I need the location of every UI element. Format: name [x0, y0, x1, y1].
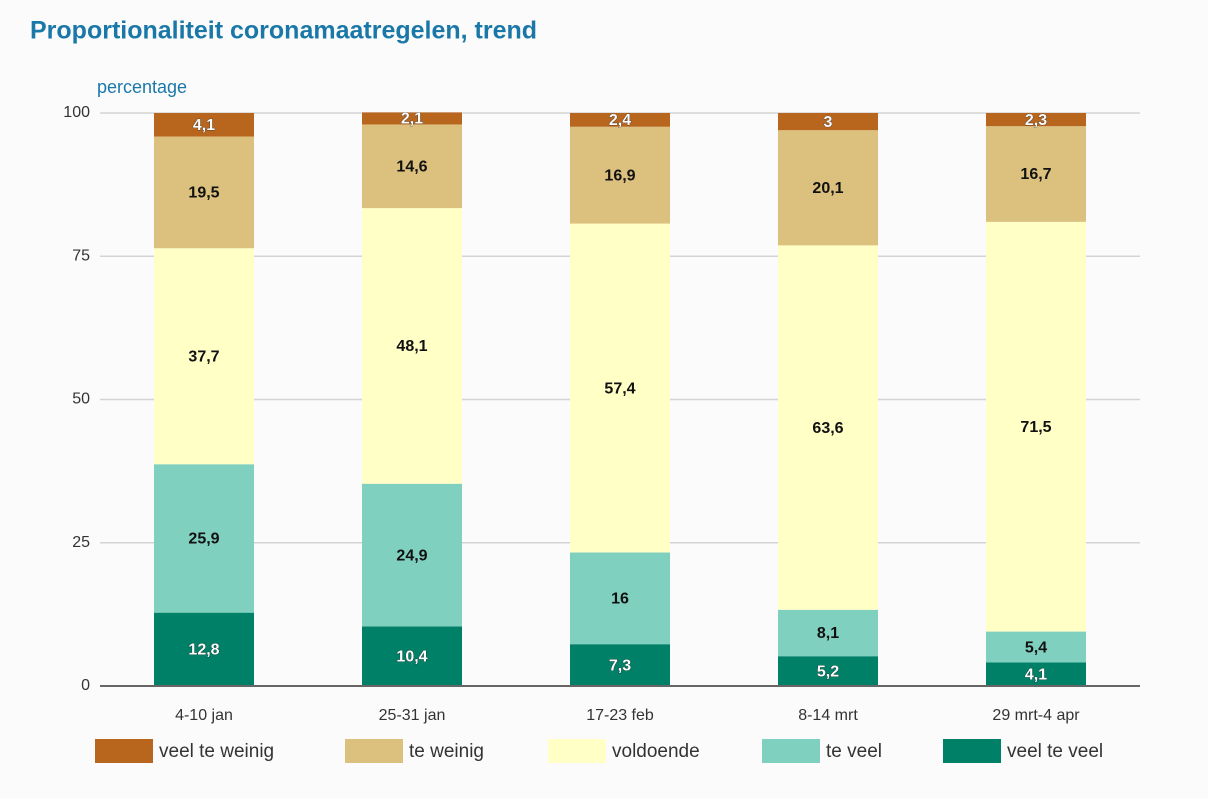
- legend-swatch: [345, 739, 403, 763]
- bar-segment: [778, 656, 878, 686]
- bar-segment: [778, 245, 878, 610]
- x-tick-label: 8-14 mrt: [798, 707, 858, 724]
- data-label: 16,9: [604, 167, 635, 184]
- bar-segment: [154, 464, 254, 613]
- x-tick-label: 17-23 feb: [586, 707, 654, 724]
- bar-segment: [362, 626, 462, 686]
- legend-swatch: [548, 739, 606, 763]
- data-label: 14,6: [396, 159, 427, 176]
- legend-label: veel te veel: [1007, 741, 1103, 762]
- bar-segment: [778, 609, 878, 657]
- y-axis-label: percentage: [97, 77, 187, 97]
- data-label: 5,2: [817, 663, 839, 680]
- bar-segment: [986, 662, 1086, 686]
- data-label: 25,9: [188, 531, 219, 548]
- data-label: 19,5: [188, 185, 219, 202]
- bar-segment: [570, 113, 670, 127]
- data-label: 37,7: [188, 348, 219, 365]
- bar-segment: [362, 124, 462, 209]
- bar-segment: [778, 130, 878, 246]
- data-label: 2,3: [1025, 112, 1047, 129]
- y-tick-label: 0: [81, 677, 90, 694]
- data-label: 16: [611, 591, 629, 608]
- bar-segment: [986, 113, 1086, 127]
- x-tick-label: 25-31 jan: [379, 707, 446, 724]
- data-label: 20,1: [812, 180, 843, 197]
- data-label: 3: [824, 114, 833, 131]
- legend-swatch: [95, 739, 153, 763]
- legend-label: te weinig: [409, 741, 484, 762]
- data-label: 24,9: [396, 547, 427, 564]
- bar-segment: [154, 612, 254, 686]
- data-label: 7,3: [609, 657, 631, 674]
- bar-segment: [778, 113, 878, 131]
- bar-segment: [362, 112, 462, 125]
- legend-label: te veel: [826, 741, 882, 762]
- bar-segment: [986, 221, 1086, 632]
- data-label: 16,7: [1020, 166, 1051, 183]
- y-tick-label: 100: [63, 104, 90, 121]
- data-label: 2,1: [401, 111, 423, 128]
- bar-segment: [154, 136, 254, 249]
- legend-swatch: [943, 739, 1001, 763]
- data-label: 8,1: [817, 625, 839, 642]
- y-tick-label: 50: [72, 391, 90, 408]
- data-label: 71,5: [1020, 419, 1051, 436]
- y-tick-label: 25: [72, 534, 90, 551]
- data-label: 4,1: [1025, 666, 1047, 683]
- bar-segment: [154, 113, 254, 137]
- bar-segment: [986, 126, 1086, 222]
- legend-label: voldoende: [612, 741, 700, 762]
- legend-swatch: [762, 739, 820, 763]
- bar-segment: [570, 223, 670, 553]
- bar-segment: [570, 644, 670, 686]
- bar-segment: [362, 483, 462, 627]
- bar-segment: [570, 126, 670, 224]
- data-label: 2,4: [609, 112, 631, 129]
- legend-label: veel te weinig: [159, 741, 274, 762]
- bar-segment: [986, 631, 1086, 663]
- data-label: 57,4: [604, 380, 635, 397]
- data-label: 10,4: [396, 648, 427, 665]
- bar-segment: [570, 552, 670, 645]
- data-label: 63,6: [812, 420, 843, 437]
- data-label: 48,1: [396, 338, 427, 355]
- chart-title: Proportionaliteit coronamaatregelen, tre…: [30, 17, 537, 45]
- x-tick-label: 4-10 jan: [175, 707, 233, 724]
- bar-segment: [362, 208, 462, 484]
- data-label: 12,8: [188, 642, 219, 659]
- bar-segment: [154, 248, 254, 465]
- y-tick-label: 75: [72, 247, 90, 264]
- x-tick-label: 29 mrt-4 apr: [992, 707, 1080, 724]
- data-label: 5,4: [1025, 639, 1047, 656]
- data-label: 4,1: [193, 117, 215, 134]
